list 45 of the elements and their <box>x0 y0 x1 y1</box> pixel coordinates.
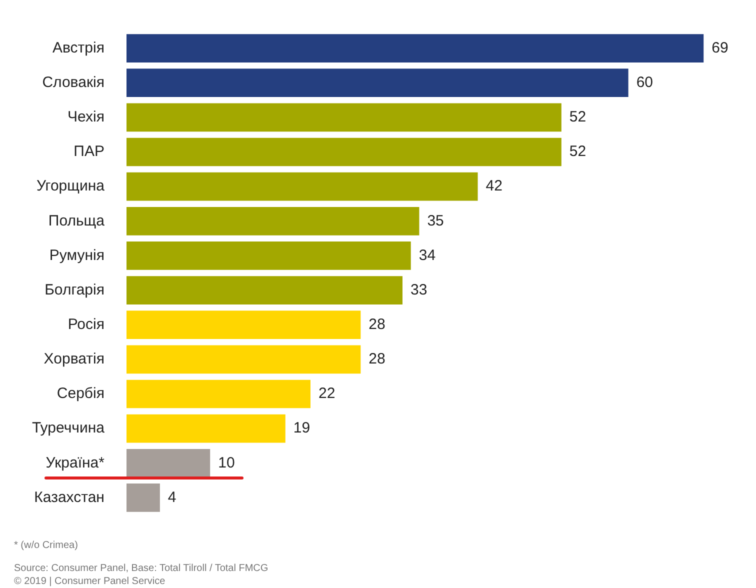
data-label: 28 <box>368 350 386 368</box>
bar <box>126 414 286 443</box>
y-tick-label: Словакія <box>42 74 104 91</box>
text: * (w/o Crimea) <box>14 540 79 551</box>
y-tick-label: Хорватія <box>44 350 104 368</box>
y-tick-label: Польща <box>48 212 106 230</box>
data-label: 4 <box>168 488 176 506</box>
data-label: 52 <box>569 143 586 160</box>
data-label: 28 <box>368 316 386 333</box>
data-label: 60 <box>636 74 654 91</box>
y-tick-label: Угорщина <box>36 178 106 195</box>
y-tick-label: Туреччина <box>32 420 106 437</box>
bar <box>126 242 411 270</box>
bar <box>126 380 310 408</box>
bar <box>126 448 210 478</box>
y-tick-label: Україна* <box>46 454 105 472</box>
y-tick-label: Австрія <box>52 39 104 56</box>
data-label: 33 <box>410 281 428 298</box>
bar <box>126 34 704 62</box>
data-label: 19 <box>293 420 310 437</box>
source-note: Source: Consumer Panel, Base: Total Tilroll / Total FMCG <box>14 563 270 574</box>
data-label: 10 <box>218 454 235 472</box>
data-label: 34 <box>418 246 436 264</box>
bar <box>126 310 361 340</box>
y-tick-label: Болгарія <box>44 281 104 298</box>
bar <box>126 345 361 374</box>
y-tick-label: Сербія <box>56 385 104 402</box>
bar <box>126 206 420 236</box>
bar <box>126 138 562 166</box>
data-label: 42 <box>486 178 502 195</box>
y-tick-label: ПАР <box>74 143 104 160</box>
y-tick-label: Чехія <box>68 108 104 126</box>
bar <box>126 484 160 512</box>
bar <box>126 172 478 201</box>
data-label: 52 <box>569 108 586 126</box>
bar <box>126 68 628 98</box>
y-tick-label: Казахстан <box>34 488 104 506</box>
y-tick-label: Румунія <box>49 246 104 264</box>
data-label: 35 <box>427 212 444 230</box>
text: © 2019 | Consumer Panel Service <box>14 576 166 587</box>
y-tick-label: Росія <box>68 316 104 333</box>
data-label: 69 <box>712 39 728 56</box>
data-label: 22 <box>318 385 336 402</box>
bar <box>126 103 562 132</box>
bar <box>126 276 402 304</box>
